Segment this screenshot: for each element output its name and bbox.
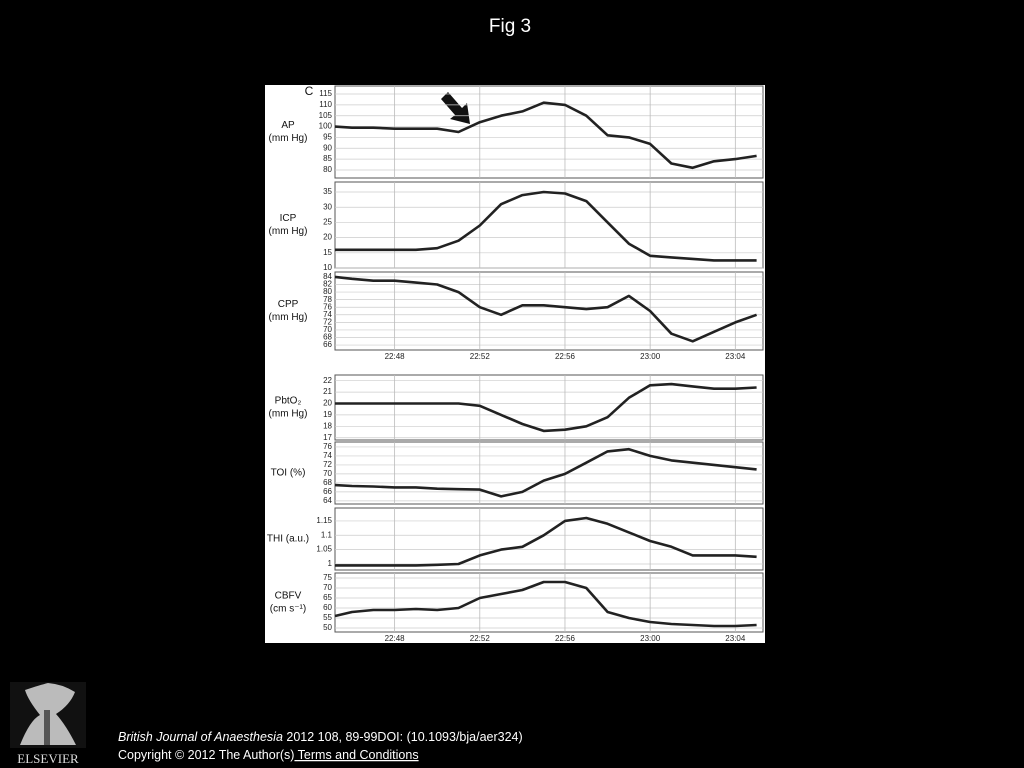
- citation-detail: 2012 108, 89-99DOI: (10.1093/bja/aer324): [283, 730, 523, 744]
- y-tick-label: 1.05: [316, 545, 332, 554]
- x-tick-label: 23:00: [640, 634, 661, 643]
- data-line: [334, 275, 758, 343]
- panel-label: C: [305, 84, 314, 98]
- y-tick-label: 68: [323, 333, 332, 342]
- plot-frame: [334, 85, 764, 179]
- y-tick-label: 70: [323, 469, 332, 478]
- y-axis-label: PbtO₂: [275, 396, 302, 407]
- y-tick-label: 115: [319, 89, 332, 98]
- y-tick-label: 70: [323, 583, 332, 592]
- y-tick-label: 80: [323, 165, 332, 174]
- y-tick-label: 15: [323, 248, 332, 257]
- data-line: [335, 516, 757, 567]
- y-axis-label: ICP: [280, 213, 297, 224]
- y-tick-label: 1.1: [321, 530, 333, 539]
- y-axis-label: (cm s⁻¹): [270, 604, 306, 615]
- y-tick-label: 72: [323, 317, 332, 326]
- x-tick-label: 22:48: [385, 352, 406, 361]
- y-tick-label: 18: [323, 421, 332, 430]
- y-tick-label: 50: [323, 623, 332, 632]
- citation: British Journal of Anaesthesia 2012 108,…: [118, 730, 523, 744]
- y-tick-label: 74: [323, 310, 332, 319]
- x-tick-label: 23:04: [725, 634, 746, 643]
- y-tick-label: 76: [323, 302, 332, 311]
- y-tick-label: 80: [323, 287, 332, 296]
- y-tick-label: 78: [323, 295, 332, 304]
- slide-title: Fig 3: [489, 16, 531, 37]
- y-tick-label: 19: [323, 410, 332, 419]
- y-axis-label: (mm Hg): [269, 312, 308, 323]
- y-tick-label: 1.15: [316, 516, 332, 525]
- y-axis-label: AP: [281, 120, 295, 131]
- x-tick-label: 23:04: [725, 352, 746, 361]
- x-tick-label: 22:48: [385, 634, 406, 643]
- y-tick-label: 66: [323, 340, 332, 349]
- logo-text: ELSEVIER: [17, 751, 79, 766]
- y-tick-label: 66: [323, 487, 332, 496]
- y-tick-label: 25: [323, 218, 332, 227]
- y-tick-label: 17: [323, 433, 332, 442]
- x-tick-label: 23:00: [640, 352, 661, 361]
- data-line: [335, 382, 757, 433]
- y-tick-label: 60: [323, 603, 332, 612]
- data-line: [334, 580, 757, 628]
- x-tick-label: 22:52: [470, 634, 491, 643]
- y-tick-label: 64: [323, 496, 332, 505]
- y-tick-label: 65: [323, 593, 332, 602]
- y-tick-label: 100: [319, 122, 333, 131]
- y-tick-label: 90: [323, 143, 332, 152]
- plot-frame: [334, 374, 764, 441]
- y-axis-label: (mm Hg): [269, 226, 308, 237]
- figure-panel: [265, 85, 765, 643]
- elsevier-logo: ELSEVIER: [10, 682, 86, 766]
- data-line: [335, 190, 757, 262]
- x-tick-label: 22:56: [555, 352, 576, 361]
- y-tick-label: 75: [323, 573, 332, 582]
- plot-frame: [334, 441, 764, 505]
- x-tick-label: 22:52: [470, 352, 491, 361]
- y-tick-label: 74: [323, 451, 332, 460]
- y-tick-label: 82: [323, 280, 332, 289]
- plot-frame: [334, 572, 764, 633]
- y-tick-label: 20: [323, 399, 332, 408]
- y-tick-label: 35: [323, 187, 332, 196]
- y-tick-label: 76: [323, 442, 332, 451]
- plot-frame: [334, 507, 764, 571]
- y-tick-label: 22: [323, 376, 332, 385]
- journal: British Journal of Anaesthesia: [118, 730, 283, 744]
- plot-frame: [334, 271, 764, 351]
- y-tick-label: 30: [323, 202, 332, 211]
- y-axis-label: (mm Hg): [269, 133, 308, 144]
- x-tick-label: 22:56: [555, 634, 576, 643]
- y-axis-label: CPP: [278, 299, 299, 310]
- y-tick-label: 84: [323, 272, 332, 281]
- y-axis-label: (mm Hg): [269, 409, 308, 420]
- y-axis-label: TOI (%): [271, 468, 306, 479]
- y-tick-label: 55: [323, 613, 332, 622]
- y-tick-label: 70: [323, 325, 332, 334]
- y-axis-label: CBFV: [275, 591, 302, 602]
- y-tick-label: 1: [328, 559, 333, 568]
- y-tick-label: 21: [323, 387, 332, 396]
- y-tick-label: 20: [323, 233, 332, 242]
- data-line: [334, 447, 757, 498]
- y-axis-label: THI (a.u.): [267, 534, 309, 545]
- y-tick-label: 85: [323, 154, 332, 163]
- y-tick-label: 72: [323, 460, 332, 469]
- y-tick-label: 68: [323, 478, 332, 487]
- y-tick-label: 105: [319, 111, 333, 120]
- y-tick-label: 10: [323, 263, 332, 272]
- data-line: [334, 101, 757, 170]
- terms-link[interactable]: Terms and Conditions: [294, 748, 418, 762]
- copyright: Copyright © 2012 The Author(s): [118, 748, 294, 762]
- y-tick-label: 95: [323, 133, 332, 142]
- copyright-line: Copyright © 2012 The Author(s) Terms and…: [118, 748, 419, 762]
- y-tick-label: 110: [319, 100, 332, 109]
